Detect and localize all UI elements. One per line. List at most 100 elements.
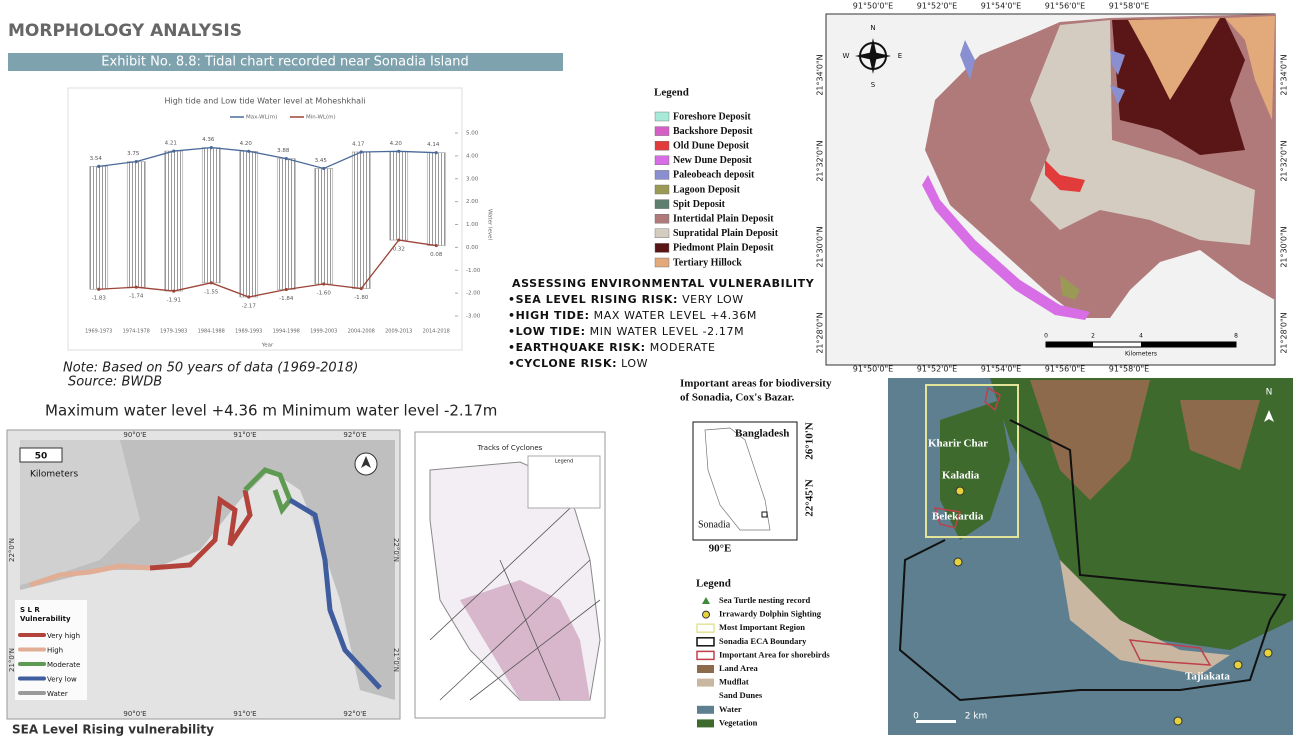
- legend-symbol: [697, 665, 714, 673]
- chart-title: High tide and Low tide Water level at Mo…: [164, 97, 365, 106]
- scale-bar: [1141, 342, 1236, 347]
- bio-title: of Sonadia, Cox's Bazar.: [680, 392, 794, 404]
- legend-swatch: [654, 243, 670, 253]
- point: [247, 295, 251, 299]
- legend-swatch: [654, 228, 670, 239]
- point: [134, 159, 138, 164]
- scale-bar: [1046, 342, 1093, 347]
- vuln-label: •CYCLONE RISK:: [508, 357, 617, 370]
- point: [434, 151, 438, 155]
- legend-symbol: [702, 597, 710, 604]
- y-tick-label: 2.00: [466, 199, 479, 205]
- lat-label: 21°0'N: [392, 648, 400, 672]
- legend-swatch: [654, 140, 670, 151]
- data-label: -1.84: [279, 296, 294, 302]
- legend-label: Foreshore Deposit: [673, 111, 751, 122]
- legend-label: Max-WL(m): [246, 115, 277, 121]
- point: [284, 157, 288, 161]
- scale-unit: Kilometers: [1125, 351, 1157, 358]
- lon-label: 90°0'E: [123, 710, 146, 718]
- note: Note: Based on 50 years of data (1969-20…: [63, 361, 358, 376]
- range-bar: [389, 151, 409, 241]
- cyclone-legend-title: Legend: [555, 459, 573, 465]
- dolphin: [1233, 660, 1243, 670]
- lat-label: 21°30'0"N: [816, 226, 825, 267]
- data-label: 3.45: [315, 158, 328, 164]
- legend-label: Spit Deposit: [673, 199, 726, 210]
- inset-lon: 90°E: [709, 543, 732, 555]
- point: [172, 289, 176, 293]
- legend-label: Irrawardy Dolphin Sighting: [719, 609, 822, 619]
- vuln-value: VERY LOW: [682, 293, 744, 306]
- lon-label: 91°54'0"E: [981, 2, 1021, 11]
- lat-label: 21°32'0"N: [1280, 140, 1289, 181]
- legend-swatch: [654, 199, 670, 209]
- x-tick-label: 1999-2003: [310, 329, 337, 335]
- vuln-title: ASSESSING ENVIRONMENTAL VULNERABILITY: [512, 277, 815, 290]
- source: Source: BWDB: [68, 375, 162, 390]
- cyclone-tracks: [429, 479, 601, 701]
- legend-label: Very low: [47, 676, 77, 684]
- vuln-value: LOW: [621, 357, 648, 370]
- y-tick-label: 1.00: [466, 222, 479, 228]
- legend-label: Intertidal Plain Deposit: [673, 213, 774, 224]
- legend-label: Tertiary Hillock: [673, 257, 742, 268]
- y-tick-label: 5.00: [466, 131, 479, 137]
- x-axis-title: Year: [261, 343, 274, 349]
- range-bar: [351, 151, 371, 289]
- legend-swatch: [654, 184, 670, 195]
- data-label: -1.91: [167, 298, 181, 304]
- x-tick-label: 1974-1978: [123, 329, 150, 335]
- place-label: Tajiakata: [1185, 671, 1230, 683]
- exhibit-banner: [8, 53, 563, 71]
- lon-label: 91°50'0"E: [853, 365, 893, 374]
- y-tick-label: -3.00: [466, 314, 481, 320]
- legend-title: Legend: [654, 87, 689, 99]
- inset-lat: 26°10'N: [804, 422, 816, 459]
- island: [940, 400, 1010, 540]
- dolphin: [1173, 716, 1183, 726]
- legend-label: Sonadia ECA Boundary: [719, 636, 807, 646]
- point: [134, 285, 138, 289]
- vuln-item: •HIGH TIDE: MAX WATER LEVEL +4.36M: [508, 309, 757, 322]
- point: [97, 164, 101, 168]
- compass-label: W: [843, 52, 850, 60]
- legend-label: Vegetation: [719, 717, 758, 727]
- data-label: -1.55: [204, 289, 219, 295]
- range-bar: [276, 158, 296, 290]
- paleobeach: [960, 40, 975, 80]
- data-label: 4.20: [240, 141, 253, 147]
- scale-unit: Kilometers: [30, 470, 78, 480]
- page-title: MORPHOLOGY ANALYSIS: [8, 21, 242, 41]
- y-axis-title: Water level: [487, 209, 493, 241]
- legend-symbol: [697, 719, 714, 728]
- legend-symbol: [702, 610, 710, 619]
- legend-label: Water: [719, 704, 742, 714]
- vuln-value: MIN WATER LEVEL -2.17M: [590, 325, 745, 338]
- x-tick-label: 2004-2008: [348, 329, 375, 335]
- biodiversity-labels: Important areas for biodiversity of Sonad…: [680, 378, 1272, 728]
- y-tick-label: -2.00: [466, 291, 481, 297]
- series-line: [98, 239, 437, 298]
- legend-symbol: [697, 705, 714, 714]
- x-tick-label: 2014-2018: [423, 329, 450, 335]
- vuln-label: •HIGH TIDE:: [508, 309, 590, 322]
- legend-title-line: Vulnerability: [20, 615, 71, 623]
- legend-label: Sand Dunes: [719, 690, 763, 700]
- lon-label: 91°58'0"E: [1109, 2, 1149, 11]
- legend-label: Old Dune Deposit: [673, 140, 750, 151]
- legend-label: High: [47, 647, 63, 655]
- vuln-value: MAX WATER LEVEL +4.36M: [594, 309, 757, 322]
- coast-very-low: [288, 497, 382, 690]
- data-label: 0.32: [393, 247, 405, 253]
- point: [97, 287, 101, 291]
- series-line: [98, 146, 437, 170]
- lon-label: 91°54'0"E: [981, 365, 1021, 374]
- lat-label: 21°32'0"N: [816, 140, 825, 181]
- legend-label: Very high: [47, 632, 80, 640]
- x-tick-label: 1969-1973: [85, 329, 112, 335]
- coast-moderate: [243, 467, 293, 516]
- data-label: 4.20: [390, 141, 403, 147]
